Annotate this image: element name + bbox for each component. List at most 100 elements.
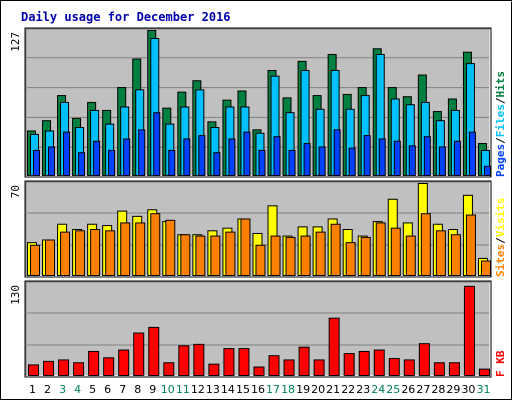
bar-pages-day-16 <box>258 149 266 177</box>
day-label-27: 27 <box>416 383 430 396</box>
bar-sites-day-14 <box>225 231 236 276</box>
day-label-21: 21 <box>326 383 340 396</box>
panel-1-legend: Pages/Files/Hits <box>494 71 507 177</box>
bar-sites-day-5 <box>90 229 101 276</box>
bar-kb-f-day-6 <box>103 357 115 376</box>
bar-pages-day-1 <box>33 149 40 177</box>
day-label-1: 1 <box>29 383 36 396</box>
bar-sites-day-11 <box>180 234 191 276</box>
bar-pages-day-24 <box>378 138 386 177</box>
bar-pages-day-7 <box>123 138 131 177</box>
day-label-16: 16 <box>251 383 265 396</box>
bar-kb-f-day-29 <box>448 362 460 376</box>
bar-sites-day-29 <box>450 234 461 276</box>
bar-kb-f-day-10 <box>163 362 175 376</box>
bar-sites-day-12 <box>195 235 206 276</box>
bar-kb-f-day-30 <box>463 285 475 377</box>
bar-pages-day-30 <box>468 131 476 176</box>
day-label-19: 19 <box>296 383 310 396</box>
bar-sites-day-20 <box>315 231 326 276</box>
bar-kb-f-day-12 <box>193 343 205 377</box>
bar-pages-day-23 <box>363 135 371 176</box>
bar-sites-day-18 <box>285 236 296 276</box>
bar-kb-f-day-27 <box>418 343 430 376</box>
bar-sites-day-19 <box>300 235 311 276</box>
bar-kb-f-day-2 <box>43 360 55 377</box>
panel-1-legend-item: / <box>494 137 507 144</box>
bar-sites-day-15 <box>240 218 251 277</box>
day-label-18: 18 <box>281 383 295 396</box>
bar-kb-f-day-18 <box>283 359 295 376</box>
bar-pages-day-9 <box>153 112 161 177</box>
bar-pages-day-29 <box>453 140 461 176</box>
day-label-12: 12 <box>191 383 205 396</box>
bar-pages-day-5 <box>93 140 101 176</box>
bar-kb-f-day-13 <box>208 363 220 376</box>
bar-kb-f-day-31 <box>478 368 490 376</box>
panel-2-legend: Sites/Visits <box>494 198 507 278</box>
day-label-24: 24 <box>371 383 385 396</box>
panel-1-legend-item: Pages <box>494 144 507 177</box>
bar-pages-day-10 <box>168 149 176 177</box>
panel-1-legend-item: Files <box>494 104 507 137</box>
bar-sites-day-25 <box>390 227 401 276</box>
bar-pages-day-14 <box>228 138 236 177</box>
bar-sites-day-13 <box>210 235 221 276</box>
panel-1-legend-item: Hits <box>494 71 507 98</box>
panel-3-legend-item: F <box>494 370 507 377</box>
bar-kb-f-day-23 <box>358 350 370 377</box>
bar-kb-f-day-7 <box>118 349 130 376</box>
bar-pages-day-6 <box>108 149 116 177</box>
bar-sites-day-1 <box>30 244 40 276</box>
bar-sites-day-9 <box>150 213 161 277</box>
bar-sites-day-23 <box>360 236 371 276</box>
day-label-22: 22 <box>341 383 355 396</box>
bar-pages-day-26 <box>408 145 416 176</box>
bar-pages-day-20 <box>318 146 326 177</box>
bar-sites-day-3 <box>60 231 71 276</box>
day-label-20: 20 <box>311 383 325 396</box>
bar-pages-day-31 <box>483 165 491 176</box>
day-label-6: 6 <box>104 383 111 396</box>
bar-pages-day-3 <box>63 131 71 176</box>
day-label-9: 9 <box>149 383 156 396</box>
bar-kb-f-day-3 <box>58 359 70 376</box>
day-label-29: 29 <box>446 383 460 396</box>
bar-sites-day-24 <box>375 222 386 277</box>
day-label-11: 11 <box>176 383 190 396</box>
chart-title: Daily usage for December 2016 <box>21 10 231 24</box>
bar-kb-f-day-28 <box>433 362 445 376</box>
bar-pages-day-15 <box>243 131 251 176</box>
panel-2-ymax-label: 70 <box>9 185 22 198</box>
bar-sites-day-31 <box>480 260 491 276</box>
panel-3-legend-item: KB <box>494 350 507 370</box>
bar-pages-day-13 <box>213 152 221 177</box>
bar-pages-day-28 <box>438 146 446 177</box>
bar-kb-f-day-8 <box>133 332 145 376</box>
bar-kb-f-day-25 <box>388 358 400 376</box>
day-label-10: 10 <box>161 383 175 396</box>
day-label-5: 5 <box>89 383 96 396</box>
day-label-17: 17 <box>266 383 280 396</box>
bar-pages-day-2 <box>48 146 56 177</box>
bar-pages-day-4 <box>78 152 86 177</box>
bar-kb-f-day-11 <box>178 345 190 376</box>
panel-2-legend-item: Sites <box>494 244 507 277</box>
day-label-2: 2 <box>44 383 51 396</box>
bar-sites-day-10 <box>165 219 176 277</box>
bar-kb-f-day-16 <box>253 366 265 376</box>
panel-3-ymax-label: 130 <box>9 285 22 305</box>
panel-2-legend-item: Visits <box>494 198 507 238</box>
bar-pages-day-21 <box>333 129 341 176</box>
bar-kb-f-day-22 <box>343 353 355 376</box>
bar-pages-day-18 <box>288 149 296 177</box>
bar-pages-day-17 <box>273 136 281 177</box>
bar-pages-day-25 <box>393 140 401 176</box>
day-label-15: 15 <box>236 383 250 396</box>
bar-kb-f-day-15 <box>238 348 250 377</box>
bar-sites-day-2 <box>45 239 56 276</box>
bar-sites-day-30 <box>465 214 476 277</box>
bar-pages-day-19 <box>303 143 311 176</box>
